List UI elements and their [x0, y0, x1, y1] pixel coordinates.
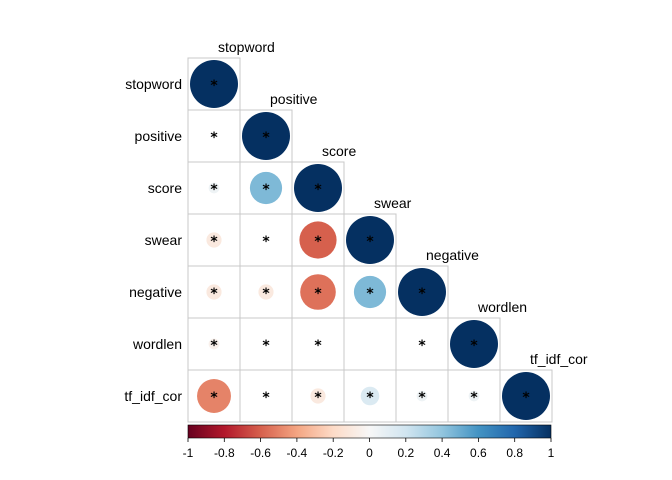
colorbar-tick-label: -0.4 [287, 446, 308, 460]
corr-circle-tf_idf_cor-swear [360, 386, 380, 406]
significance-star: * [210, 130, 218, 146]
row-label-wordlen: wordlen [132, 336, 182, 352]
colorbar-tick-label: -1 [183, 446, 194, 460]
corr-circle-negative-score [300, 274, 336, 310]
significance-star: * [366, 286, 374, 302]
col-label-tf_idf_cor: tf_idf_cor [530, 351, 588, 367]
col-label-stopword: stopword [218, 39, 275, 55]
corr-circle-swear-swear [346, 216, 394, 264]
colorbar-tick-label: 0.8 [506, 446, 523, 460]
corr-circle-negative-positive [258, 284, 274, 300]
significance-star: * [262, 390, 270, 406]
significance-star: * [366, 234, 374, 250]
row-label-negative: negative [129, 284, 182, 300]
corr-circle-tf_idf_cor-stopword [197, 379, 231, 413]
significance-star: * [210, 390, 218, 406]
corr-circle-negative-swear [353, 275, 387, 309]
significance-star: * [210, 78, 218, 94]
row-label-tf_idf_cor: tf_idf_cor [124, 388, 182, 404]
colorbar-tick-label: 0.6 [470, 446, 487, 460]
row-labels: stopword positive score swear negative wordle… [124, 76, 182, 404]
colorbar-gradient [187, 424, 552, 439]
corr-circle-tf_idf_cor-negative [416, 390, 428, 402]
colorbar-tick-label: 1 [548, 446, 555, 460]
col-label-positive: positive [270, 91, 318, 107]
significance-star: * [418, 286, 426, 302]
significance-star: * [314, 390, 322, 406]
col-label-negative: negative [426, 247, 479, 263]
correlation-circles [190, 60, 550, 420]
grid-cell [343, 317, 397, 371]
row-label-stopword: stopword [125, 76, 182, 92]
significance-star: * [210, 234, 218, 250]
significance-star: * [262, 182, 270, 198]
significance-star: * [470, 338, 478, 354]
row-label-positive: positive [135, 128, 183, 144]
row-label-score: score [148, 180, 182, 196]
row-label-swear: swear [145, 232, 183, 248]
significance-star: * [210, 338, 218, 354]
colorbar-tick-label: -0.6 [250, 446, 271, 460]
significance-star: * [262, 130, 270, 146]
matrix-grid [187, 57, 553, 423]
corr-circle-positive-positive [242, 112, 290, 160]
significance-markers: * * * * * * * * * * * * * * * * * * * * * * * * * * * [210, 78, 530, 406]
corr-circle-tf_idf_cor-wordlen [468, 390, 480, 402]
col-label-score: score [322, 143, 356, 159]
corr-circle-tf_idf_cor-score [310, 388, 326, 404]
significance-star: * [262, 234, 270, 250]
significance-star: * [314, 338, 322, 354]
significance-star: * [418, 338, 426, 354]
col-label-wordlen: wordlen [477, 299, 527, 315]
corr-circle-wordlen-wordlen [450, 320, 498, 368]
col-label-swear: swear [374, 195, 412, 211]
corr-circle-negative-negative [398, 268, 446, 316]
corr-circle-negative-stopword [206, 284, 222, 300]
colorbar-tick-label: -0.2 [323, 446, 344, 460]
corr-circle-score-stopword [208, 182, 220, 194]
significance-star: * [366, 390, 374, 406]
corr-circle-wordlen-stopword [208, 338, 220, 350]
corr-circle-tf_idf_cor-tf_idf_cor [502, 372, 550, 420]
corr-circle-swear-score [299, 221, 337, 259]
colorbar-tick-label: 0.2 [397, 446, 414, 460]
significance-star: * [418, 390, 426, 406]
significance-star: * [210, 182, 218, 198]
significance-star: * [314, 182, 322, 198]
colorbar-tick-label: 0 [366, 446, 373, 460]
significance-star: * [262, 338, 270, 354]
significance-star: * [262, 286, 270, 302]
colorbar-tick-label: 0.4 [434, 446, 451, 460]
significance-star: * [522, 390, 530, 406]
grid-cell [499, 369, 553, 423]
corr-circle-swear-stopword [206, 232, 222, 248]
colorbar: -1 -0.8 -0.6 -0.4 -0.2 0 0.2 0.4 0.6 0.8 1 [183, 424, 555, 460]
column-labels: stopword positive score swear negative wordle… [218, 39, 588, 367]
corr-circle-stopword-stopword [190, 60, 238, 108]
colorbar-ticks: -1 -0.8 -0.6 -0.4 -0.2 0 0.2 0.4 0.6 0.8 1 [183, 438, 555, 460]
corr-circle-score-positive [249, 171, 283, 205]
significance-star: * [470, 390, 478, 406]
significance-star: * [314, 286, 322, 302]
significance-star: * [210, 286, 218, 302]
corr-circle-score-score [294, 164, 342, 212]
colorbar-tick-label: -0.8 [214, 446, 235, 460]
significance-star: * [314, 234, 322, 250]
